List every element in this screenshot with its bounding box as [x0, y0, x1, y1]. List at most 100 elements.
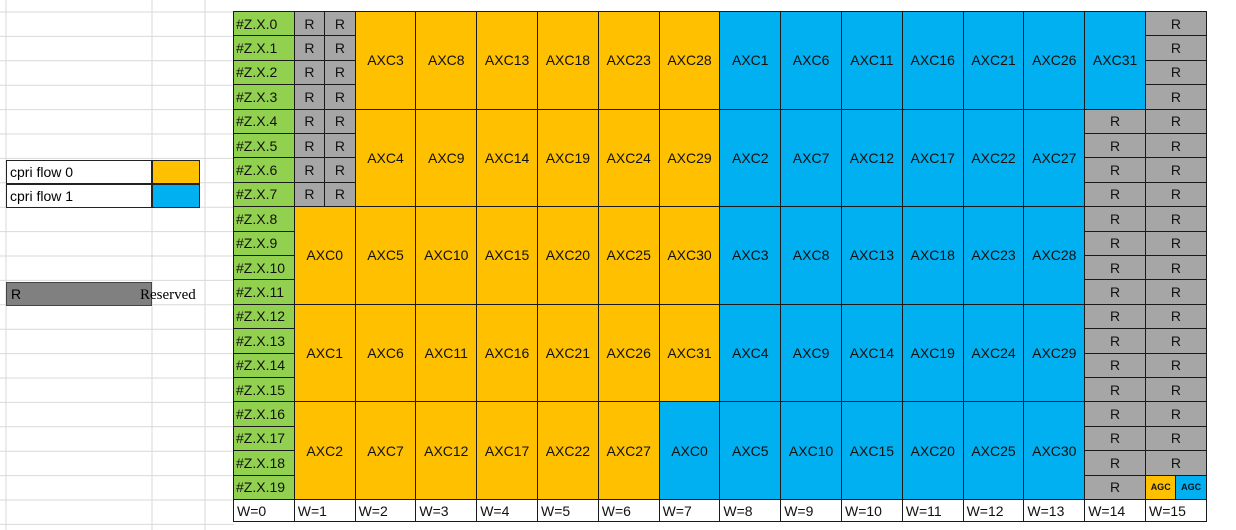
- row-label: #Z.X.8: [234, 207, 295, 232]
- row-label: #Z.X.16: [234, 402, 295, 427]
- axc-block: AXC8: [781, 207, 842, 305]
- axc-block: AXC11: [842, 12, 903, 110]
- reserved-cell: R: [1085, 304, 1146, 330]
- reserved-cell: R: [325, 12, 356, 37]
- row-label: #Z.X.5: [234, 134, 295, 159]
- axc-block: AXC23: [598, 12, 660, 110]
- reserved-cell: R: [1085, 475, 1146, 500]
- row-label: #Z.X.7: [234, 182, 295, 208]
- row-label: #Z.X.13: [234, 329, 295, 354]
- axc-block: AXC2: [294, 402, 356, 500]
- reserved-cell: R: [1146, 36, 1207, 61]
- row-label: #Z.X.14: [234, 353, 295, 378]
- reserved-cell: R: [1146, 304, 1207, 330]
- axc-block: AXC8: [416, 12, 478, 110]
- word-label: W=15: [1146, 500, 1207, 522]
- word-label: W=5: [538, 500, 599, 522]
- reserved-cell: R: [1146, 280, 1207, 305]
- reserved-cell: R: [325, 60, 356, 86]
- reserved-cell: R: [1146, 378, 1207, 403]
- legend-flow1-label: cpri flow 1: [6, 184, 152, 208]
- axc-block: AXC15: [842, 402, 903, 500]
- axc-block: AXC20: [902, 402, 964, 500]
- reserved-cell: R: [325, 36, 356, 61]
- reserved-cell: R: [1146, 85, 1207, 110]
- reserved-cell: R: [1146, 109, 1207, 134]
- reserved-cell: R: [1146, 12, 1207, 37]
- reserved-cell: R: [1085, 353, 1146, 378]
- axc-block: AXC3: [355, 12, 417, 110]
- axc-block: AXC1: [294, 304, 356, 403]
- reserved-cell: R: [294, 134, 326, 159]
- row-label: #Z.X.2: [234, 60, 295, 86]
- axc-block: AXC0: [294, 207, 356, 305]
- axc-block: AXC23: [963, 207, 1025, 305]
- word-label: W=9: [781, 500, 842, 522]
- legend-reserved-swatch: R: [6, 282, 152, 306]
- axc-block: AXC19: [902, 304, 964, 403]
- legend-flow0-label: cpri flow 0: [6, 160, 152, 184]
- axc-block: AXC29: [659, 109, 721, 208]
- reserved-cell: R: [325, 134, 356, 159]
- axc-block: AXC25: [598, 207, 660, 305]
- axc-block: AXC1: [720, 12, 782, 110]
- axc-block: AXC16: [477, 304, 538, 403]
- reserved-cell: R: [1146, 353, 1207, 378]
- agc-cell: AGC: [1176, 475, 1207, 500]
- axc-block: AXC16: [902, 12, 964, 110]
- reserved-cell: R: [294, 109, 326, 134]
- reserved-cell: R: [1146, 231, 1207, 256]
- reserved-cell: R: [1085, 329, 1146, 354]
- axc-block: AXC17: [477, 402, 538, 500]
- axc-block: AXC17: [902, 109, 964, 208]
- word-label: W=2: [355, 500, 417, 522]
- row-label: #Z.X.4: [234, 109, 295, 134]
- axc-block: AXC21: [538, 304, 599, 403]
- reserved-cell: R: [1085, 402, 1146, 427]
- axc-block: AXC31: [659, 304, 721, 403]
- reserved-cell: R: [1085, 451, 1146, 476]
- row-label: #Z.X.12: [234, 304, 295, 330]
- legend-reserved-label: Reserved: [140, 287, 196, 303]
- axc-block: AXC10: [416, 207, 478, 305]
- reserved-cell: R: [294, 158, 326, 183]
- word-label: W=4: [477, 500, 538, 522]
- legend-reserved-code: R: [11, 286, 22, 302]
- axc-block: AXC5: [355, 207, 417, 305]
- reserved-cell: R: [1146, 256, 1207, 281]
- axc-block: AXC22: [538, 402, 599, 500]
- axc-block: AXC12: [842, 109, 903, 208]
- row-label: #Z.X.17: [234, 426, 295, 452]
- reserved-cell: R: [1085, 256, 1146, 281]
- row-label: #Z.X.10: [234, 256, 295, 281]
- axc-block: AXC28: [659, 12, 721, 110]
- axc-block: AXC14: [477, 109, 538, 208]
- axc-block: AXC18: [538, 12, 599, 110]
- row-label: #Z.X.3: [234, 85, 295, 110]
- row-label: #Z.X.19: [234, 475, 295, 500]
- word-label: W=11: [902, 500, 964, 522]
- reserved-cell: R: [294, 182, 326, 208]
- axc-block: AXC18: [902, 207, 964, 305]
- axc-block: AXC4: [355, 109, 417, 208]
- word-label: W=13: [1024, 500, 1086, 522]
- agc-cell: AGC: [1146, 475, 1177, 500]
- axc-block: AXC21: [963, 12, 1025, 110]
- axc-block: AXC13: [842, 207, 903, 305]
- axc-block: AXC25: [963, 402, 1025, 500]
- axc-block: AXC6: [781, 12, 842, 110]
- reserved-cell: R: [1085, 182, 1146, 208]
- grid-frame: [233, 11, 1207, 522]
- axc-block: AXC7: [781, 109, 842, 208]
- legend-flow1-swatch: [152, 184, 200, 208]
- axc-block: AXC29: [1024, 304, 1086, 403]
- row-label: #Z.X.9: [234, 231, 295, 256]
- reserved-cell: R: [294, 12, 326, 37]
- axc-block: AXC12: [416, 402, 478, 500]
- reserved-cell: R: [1085, 134, 1146, 159]
- reserved-cell: R: [1146, 182, 1207, 208]
- axc-block: AXC30: [1024, 402, 1086, 500]
- reserved-cell: R: [325, 182, 356, 208]
- word-label: W=6: [598, 500, 660, 522]
- axc-block: AXC5: [720, 402, 782, 500]
